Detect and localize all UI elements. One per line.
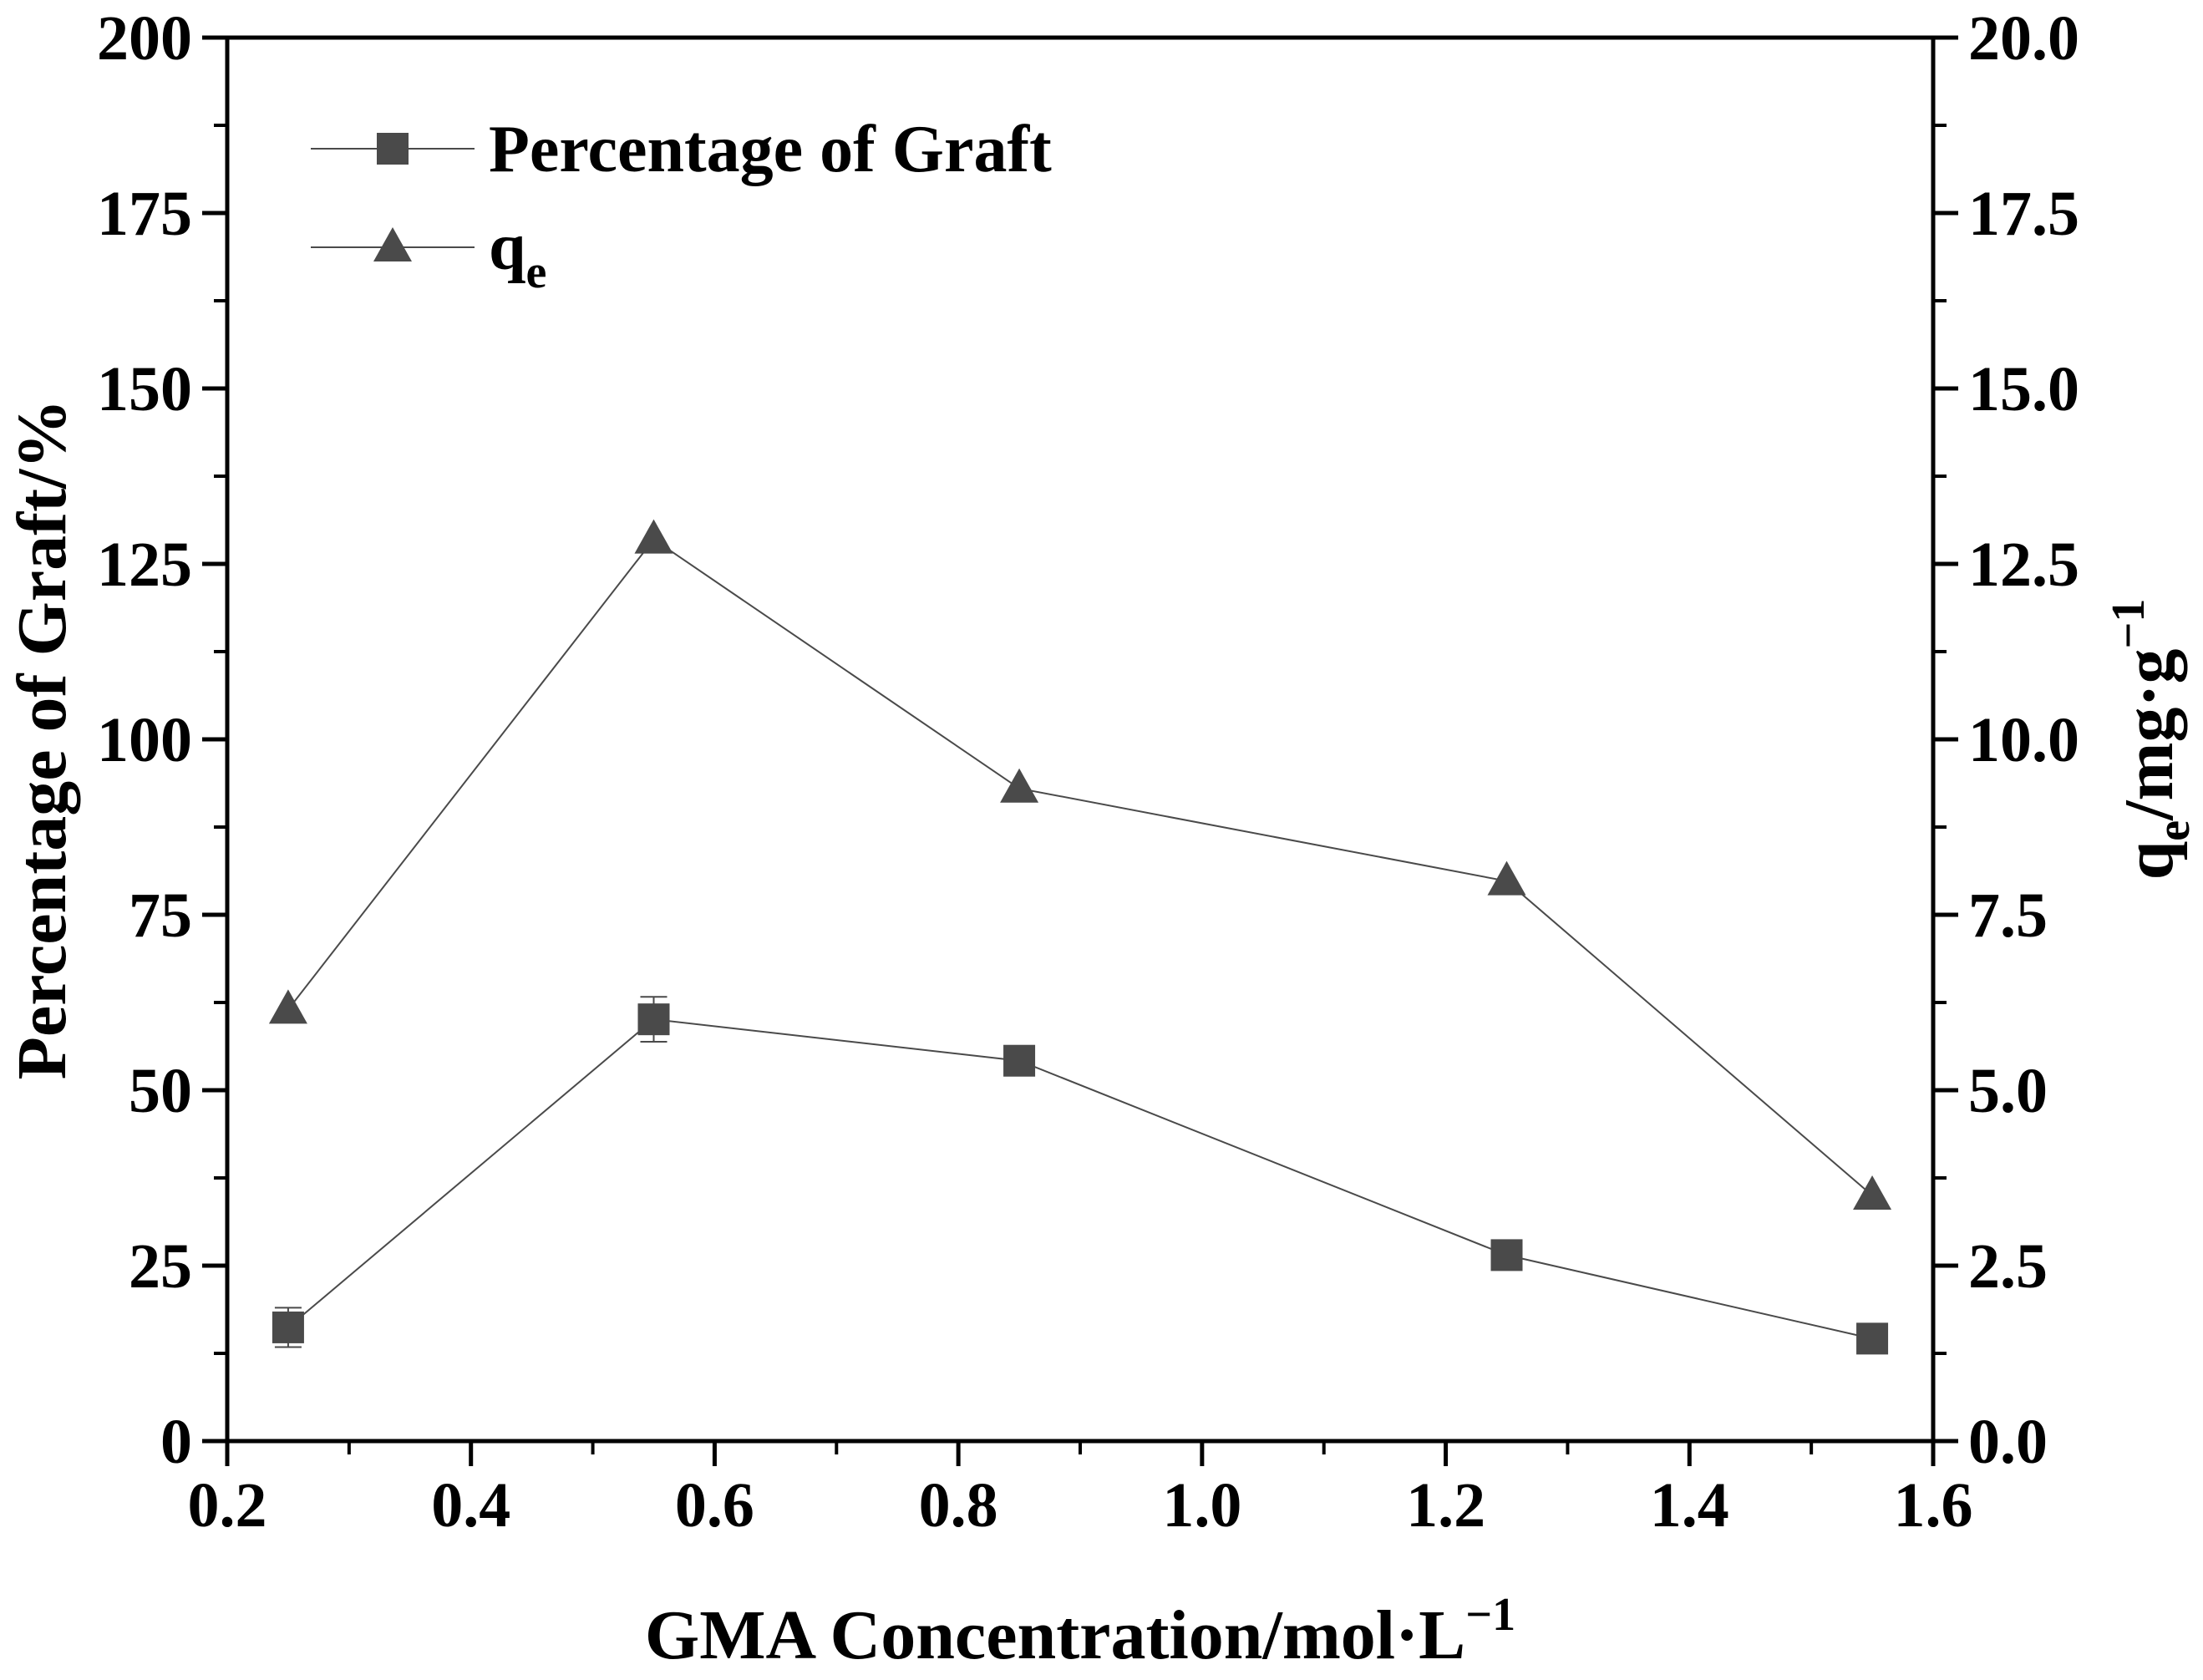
x-tick-label: 0.6 (675, 1470, 754, 1540)
y-left-tick-label: 200 (97, 3, 192, 74)
y-left-tick-label: 0 (160, 1407, 192, 1477)
axis-ticks: 0.2 0.4 0.6 0.8 1.0 1.2 1.4 1.6 0 25 50 75 100 125 150… (97, 3, 2079, 1540)
legend-label-qe: qe (489, 211, 546, 298)
data-point-square (1856, 1322, 1889, 1355)
y-left-tick-label: 25 (129, 1231, 192, 1302)
series-line-1 (287, 538, 1873, 1196)
y-left-tick-label: 150 (97, 354, 192, 424)
data-point-square (1490, 1239, 1523, 1271)
data-point-square (1003, 1044, 1036, 1077)
y-left-tick-label: 175 (97, 179, 192, 249)
plot-frame (225, 35, 1936, 1444)
x-tick-label: 1.4 (1650, 1470, 1729, 1540)
legend-marker-triangle (373, 227, 412, 261)
y-right-tick-label: 0.0 (1968, 1407, 2048, 1477)
y-left-tick-label: 50 (129, 1056, 192, 1126)
x-tick-label: 0.8 (919, 1470, 998, 1540)
y-right-tick-label: 10.0 (1968, 705, 2079, 775)
data-point-triangle (268, 989, 307, 1024)
y-left-tick-label: 125 (97, 530, 192, 600)
y-right-tick-label: 2.5 (1968, 1231, 2048, 1302)
y-right-tick-label: 20.0 (1968, 3, 2079, 74)
y-axis-title-right: qe/mg·g−1 (2103, 599, 2200, 881)
x-tick-label: 0.4 (431, 1470, 510, 1540)
legend: Percentage of Graft qe (311, 113, 1052, 298)
series-layer (268, 519, 1892, 1355)
y-right-tick-label: 7.5 (1968, 881, 2048, 951)
data-point-triangle (1487, 860, 1526, 896)
y-left-tick-label: 100 (97, 705, 192, 775)
x-axis-title: GMA Concentration/mol·L−1 (645, 1589, 1515, 1674)
y-left-tick-label: 75 (129, 881, 192, 951)
series-line-0 (287, 1018, 1873, 1340)
data-point-triangle (1853, 1175, 1892, 1210)
y-right-tick-label: 12.5 (1968, 530, 2079, 600)
data-point-triangle (634, 519, 673, 554)
data-point-triangle (1000, 768, 1039, 803)
data-point-square (272, 1311, 304, 1343)
y-right-tick-label: 5.0 (1968, 1056, 2048, 1126)
legend-marker-square (377, 133, 409, 165)
x-tick-label: 1.2 (1406, 1470, 1485, 1540)
x-tick-label: 1.6 (1894, 1470, 1973, 1540)
x-tick-label: 1.0 (1162, 1470, 1241, 1540)
y-right-tick-label: 17.5 (1968, 179, 2079, 249)
data-point-square (637, 1003, 670, 1036)
y-axis-title-left: Percentage of Graft/% (3, 399, 81, 1080)
x-tick-label: 0.2 (188, 1470, 267, 1540)
y-right-tick-label: 15.0 (1968, 354, 2079, 424)
legend-label-graft: Percentage of Graft (489, 113, 1052, 186)
